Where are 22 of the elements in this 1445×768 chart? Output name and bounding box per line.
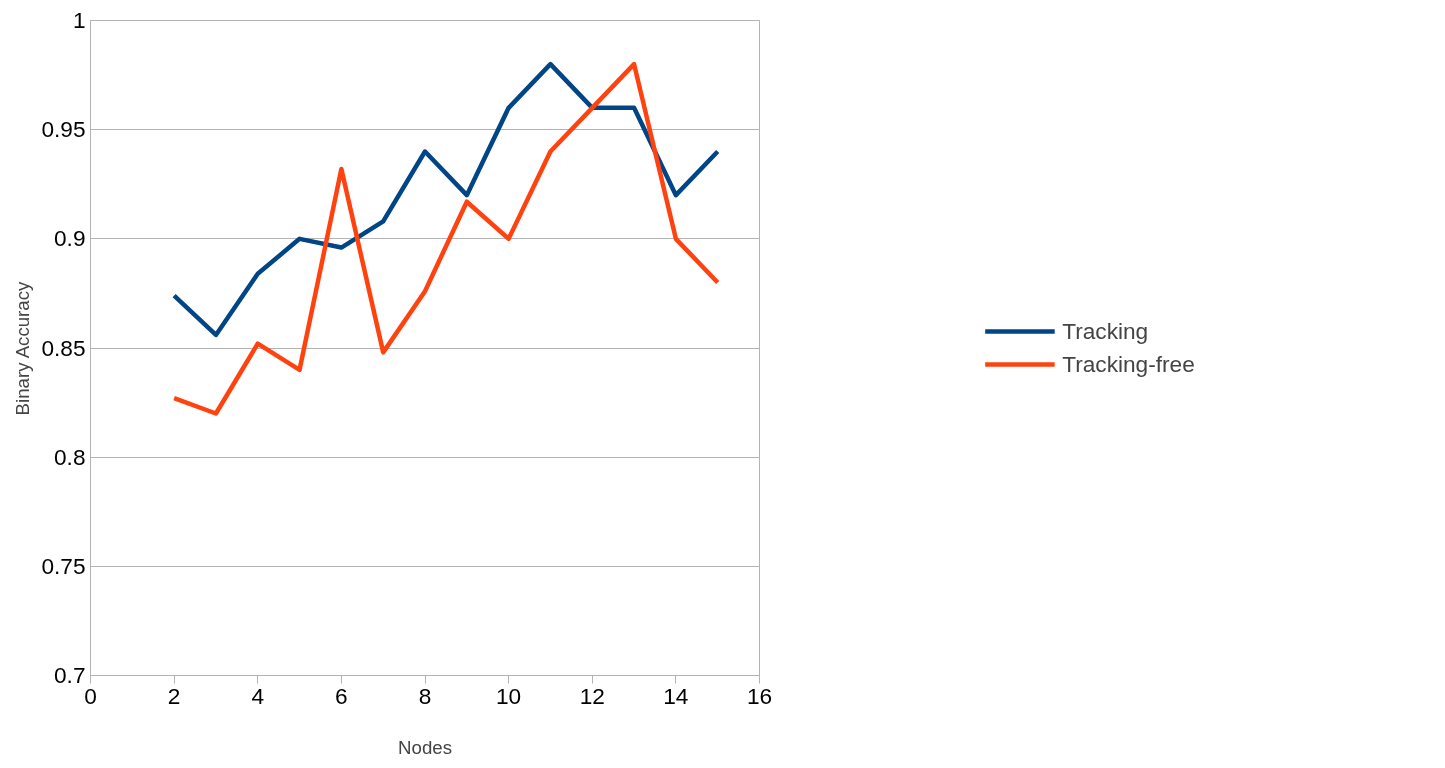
x-tick-label: 0 [84,682,97,709]
line-series [171,61,720,416]
y-tick-label: 0.8 [54,443,86,470]
y-tick-label: 1 [72,7,86,33]
y-tick-label: 0.95 [41,116,86,143]
y-tick-label: 0.85 [41,334,86,361]
x-tick-label: 6 [335,682,348,709]
x-tick-label: 8 [418,682,432,709]
x-tick-label: 12 [579,682,605,709]
y-tick-label: 0.7 [54,662,86,688]
x-tick-label: 14 [663,682,689,709]
y-tick-label: 0.75 [41,552,86,579]
x-tick-label: 16 [746,682,773,709]
y-axis-title: Binary Accuracy [12,280,34,416]
legend-label: Tracking [1062,317,1149,345]
y-tick-label: 0.9 [54,225,86,252]
line-series [171,61,720,338]
x-tick-label: 4 [251,682,265,709]
legend-label: Tracking-free [1062,350,1195,378]
x-tick-label: 2 [167,682,181,709]
x-axis-title: Nodes [398,736,452,758]
x-tick-label: 10 [496,682,522,709]
